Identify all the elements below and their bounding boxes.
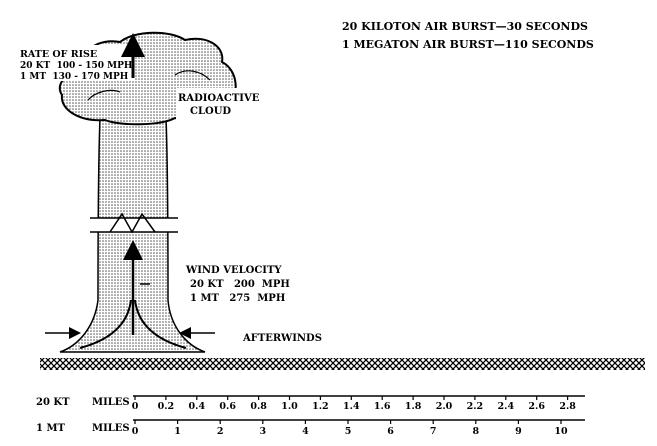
scale-tick-label: 9 — [515, 426, 522, 437]
wind-velocity-title: WIND VELOCITY — [185, 265, 282, 276]
scale-tick-label: 2.8 — [559, 401, 576, 412]
rate-of-rise-mt: 1 MT 130 - 170 MPH — [20, 72, 129, 82]
scale-tick-label: 6 — [387, 426, 394, 437]
scale-tick-label: 1 — [174, 426, 181, 437]
scale-tick-label: 2.4 — [498, 401, 515, 412]
cloud-label-line2: CLOUD — [190, 106, 231, 117]
scale-tick-label: 2.6 — [528, 401, 545, 412]
scale-tick-label: 10 — [554, 426, 568, 437]
scale-tick-label: 0.4 — [189, 401, 206, 412]
burst-time-kt: 20 KILOTON AIR BURST—30 SECONDS — [342, 20, 588, 33]
rate-of-rise-kt: 20 KT 100 - 150 MPH — [20, 61, 133, 71]
scale-tick-label: 0 — [132, 401, 139, 412]
scale-tick-label: 4 — [302, 426, 309, 437]
rate-of-rise-title: RATE OF RISE — [20, 49, 97, 60]
scale-tick-label: 3 — [259, 426, 266, 437]
scale-tick-label: 2 — [217, 426, 224, 437]
scale-label: 1 MT — [36, 423, 66, 434]
stem-break — [90, 212, 178, 234]
scale-unit: MILES — [92, 423, 130, 434]
scale-tick-label: 0.6 — [219, 401, 236, 412]
scale-tick-label: 1.6 — [374, 401, 391, 412]
scale-tick-label: 0 — [132, 426, 139, 437]
scale-unit: MILES — [92, 397, 130, 408]
scale-20kt: 20 KT MILES 0 0.2 0.4 0.6 0.8 1.0 1.2 1.4 1.6 1.8… — [36, 395, 585, 412]
ground — [40, 358, 645, 370]
burst-time-mt: 1 MEGATON AIR BURST—110 SECONDS — [342, 38, 594, 51]
scale-tick-label: 1.4 — [343, 401, 360, 412]
scale-tick-label: 2.2 — [467, 401, 484, 412]
scale-tick-label: 1.0 — [281, 401, 298, 412]
scale-tick-label: 0.2 — [158, 401, 175, 412]
scale-tick-label: 1.2 — [312, 401, 329, 412]
scale-tick-label: 0.8 — [250, 401, 267, 412]
scale-tick-label: 2.0 — [436, 401, 453, 412]
scale-label: 20 KT — [36, 397, 70, 408]
scale-tick-label: 8 — [472, 426, 479, 437]
scale-tick-label: 7 — [430, 426, 437, 437]
cloud-label-line1: RADIOACTIVE — [178, 93, 260, 104]
scale-tick-label: 1.8 — [405, 401, 422, 412]
scale-tick-label: 5 — [345, 426, 352, 437]
scale-1mt: 1 MT MILES 0 1 2 3 4 5 6 7 8 9 10 — [36, 419, 585, 437]
wind-velocity-kt: 20 KT 200 MPH — [190, 279, 290, 290]
wind-velocity-mt: 1 MT 275 MPH — [190, 293, 285, 304]
afterwinds-label: AFTERWINDS — [242, 333, 322, 344]
